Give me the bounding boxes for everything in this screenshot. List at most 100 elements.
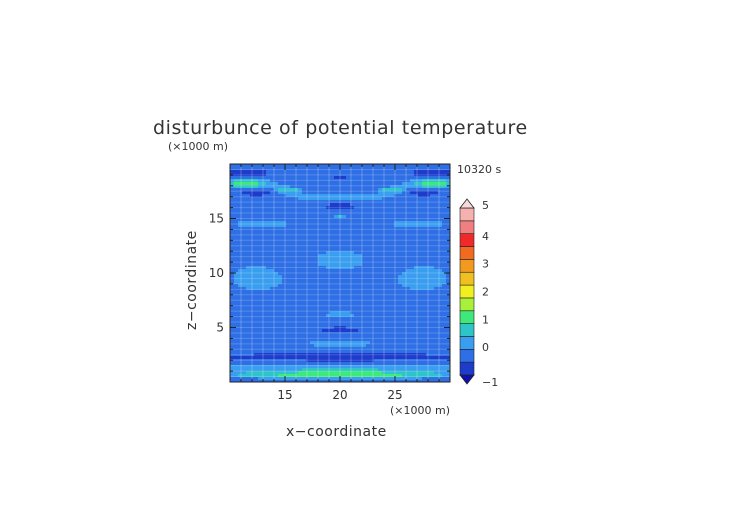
field-cell: [386, 317, 391, 321]
field-cell: [446, 317, 450, 321]
field-cell: [282, 197, 287, 201]
field-cell: [446, 218, 450, 222]
field-cell: [306, 341, 311, 345]
field-cell: [422, 188, 427, 192]
field-cell: [262, 335, 267, 339]
field-cell: [370, 200, 375, 204]
field-cell: [286, 254, 291, 258]
field-cell: [394, 290, 399, 294]
field-cell: [322, 275, 327, 279]
field-cell: [326, 311, 331, 315]
field-cell: [438, 269, 443, 273]
field-cell: [334, 242, 339, 246]
field-cell: [302, 335, 307, 339]
field-cell: [370, 257, 375, 261]
field-cell: [238, 170, 243, 174]
field-cell: [358, 284, 363, 288]
field-cell: [402, 374, 407, 378]
field-cell: [262, 170, 267, 174]
field-cell: [402, 317, 407, 321]
field-cell: [314, 179, 319, 183]
field-cell: [282, 368, 287, 372]
field-cell: [278, 176, 283, 180]
field-cell: [278, 242, 283, 246]
field-cell: [334, 167, 339, 171]
field-cell: [414, 317, 419, 321]
field-cell: [246, 293, 251, 297]
field-cell: [398, 269, 403, 273]
field-cell: [378, 257, 383, 261]
field-cell: [382, 212, 387, 216]
field-cell: [414, 320, 419, 324]
field-cell: [234, 362, 239, 366]
field-cell: [342, 203, 347, 207]
field-cell: [234, 233, 239, 237]
field-cell: [242, 293, 247, 297]
field-cell: [310, 284, 315, 288]
field-cell: [346, 272, 351, 276]
field-cell: [274, 239, 279, 243]
field-cell: [290, 164, 295, 168]
field-cell: [294, 251, 299, 255]
field-cell: [274, 260, 279, 264]
field-cell: [390, 290, 395, 294]
field-cell: [434, 287, 439, 291]
field-cell: [398, 332, 403, 336]
field-cell: [230, 266, 235, 270]
field-cell: [354, 305, 359, 309]
colorbar-segment: [459, 220, 475, 234]
field-cell: [366, 260, 371, 264]
field-cell: [422, 299, 427, 303]
field-cell: [302, 266, 307, 270]
field-cell: [394, 365, 399, 369]
field-cell: [422, 236, 427, 240]
field-cell: [366, 305, 371, 309]
field-cell: [334, 377, 339, 381]
field-cell: [246, 350, 251, 354]
field-cell: [306, 299, 311, 303]
field-cell: [334, 269, 339, 273]
field-cell: [434, 347, 439, 351]
field-cell: [302, 194, 307, 198]
field-cell: [338, 257, 343, 261]
field-cell: [434, 263, 439, 267]
field-cell: [402, 179, 407, 183]
field-cell: [294, 236, 299, 240]
field-cell: [310, 332, 315, 336]
field-cell: [386, 269, 391, 273]
field-cell: [374, 170, 379, 174]
field-cell: [354, 287, 359, 291]
field-cell: [430, 350, 435, 354]
field-cell: [282, 344, 287, 348]
field-cell: [362, 344, 367, 348]
field-cell: [294, 266, 299, 270]
field-cell: [246, 218, 251, 222]
field-cell: [410, 278, 415, 282]
field-cell: [386, 344, 391, 348]
field-cell: [350, 245, 355, 249]
field-cell: [402, 356, 407, 360]
field-cell: [266, 290, 271, 294]
field-cell: [382, 251, 387, 255]
field-cell: [366, 344, 371, 348]
field-cell: [414, 368, 419, 372]
field-cell: [326, 206, 331, 210]
field-cell: [306, 362, 311, 366]
field-cell: [266, 197, 271, 201]
field-cell: [282, 185, 287, 189]
field-cell: [290, 362, 295, 366]
field-cell: [298, 182, 303, 186]
field-cell: [334, 356, 339, 360]
field-cell: [446, 179, 450, 183]
field-cell: [418, 185, 423, 189]
field-cell: [350, 179, 355, 183]
field-cell: [326, 326, 331, 330]
field-cell: [306, 236, 311, 240]
field-cell: [330, 242, 335, 246]
field-cell: [238, 371, 243, 375]
field-cell: [302, 305, 307, 309]
field-cell: [434, 359, 439, 363]
field-cell: [314, 224, 319, 228]
field-cell: [286, 167, 291, 171]
field-cell: [330, 293, 335, 297]
